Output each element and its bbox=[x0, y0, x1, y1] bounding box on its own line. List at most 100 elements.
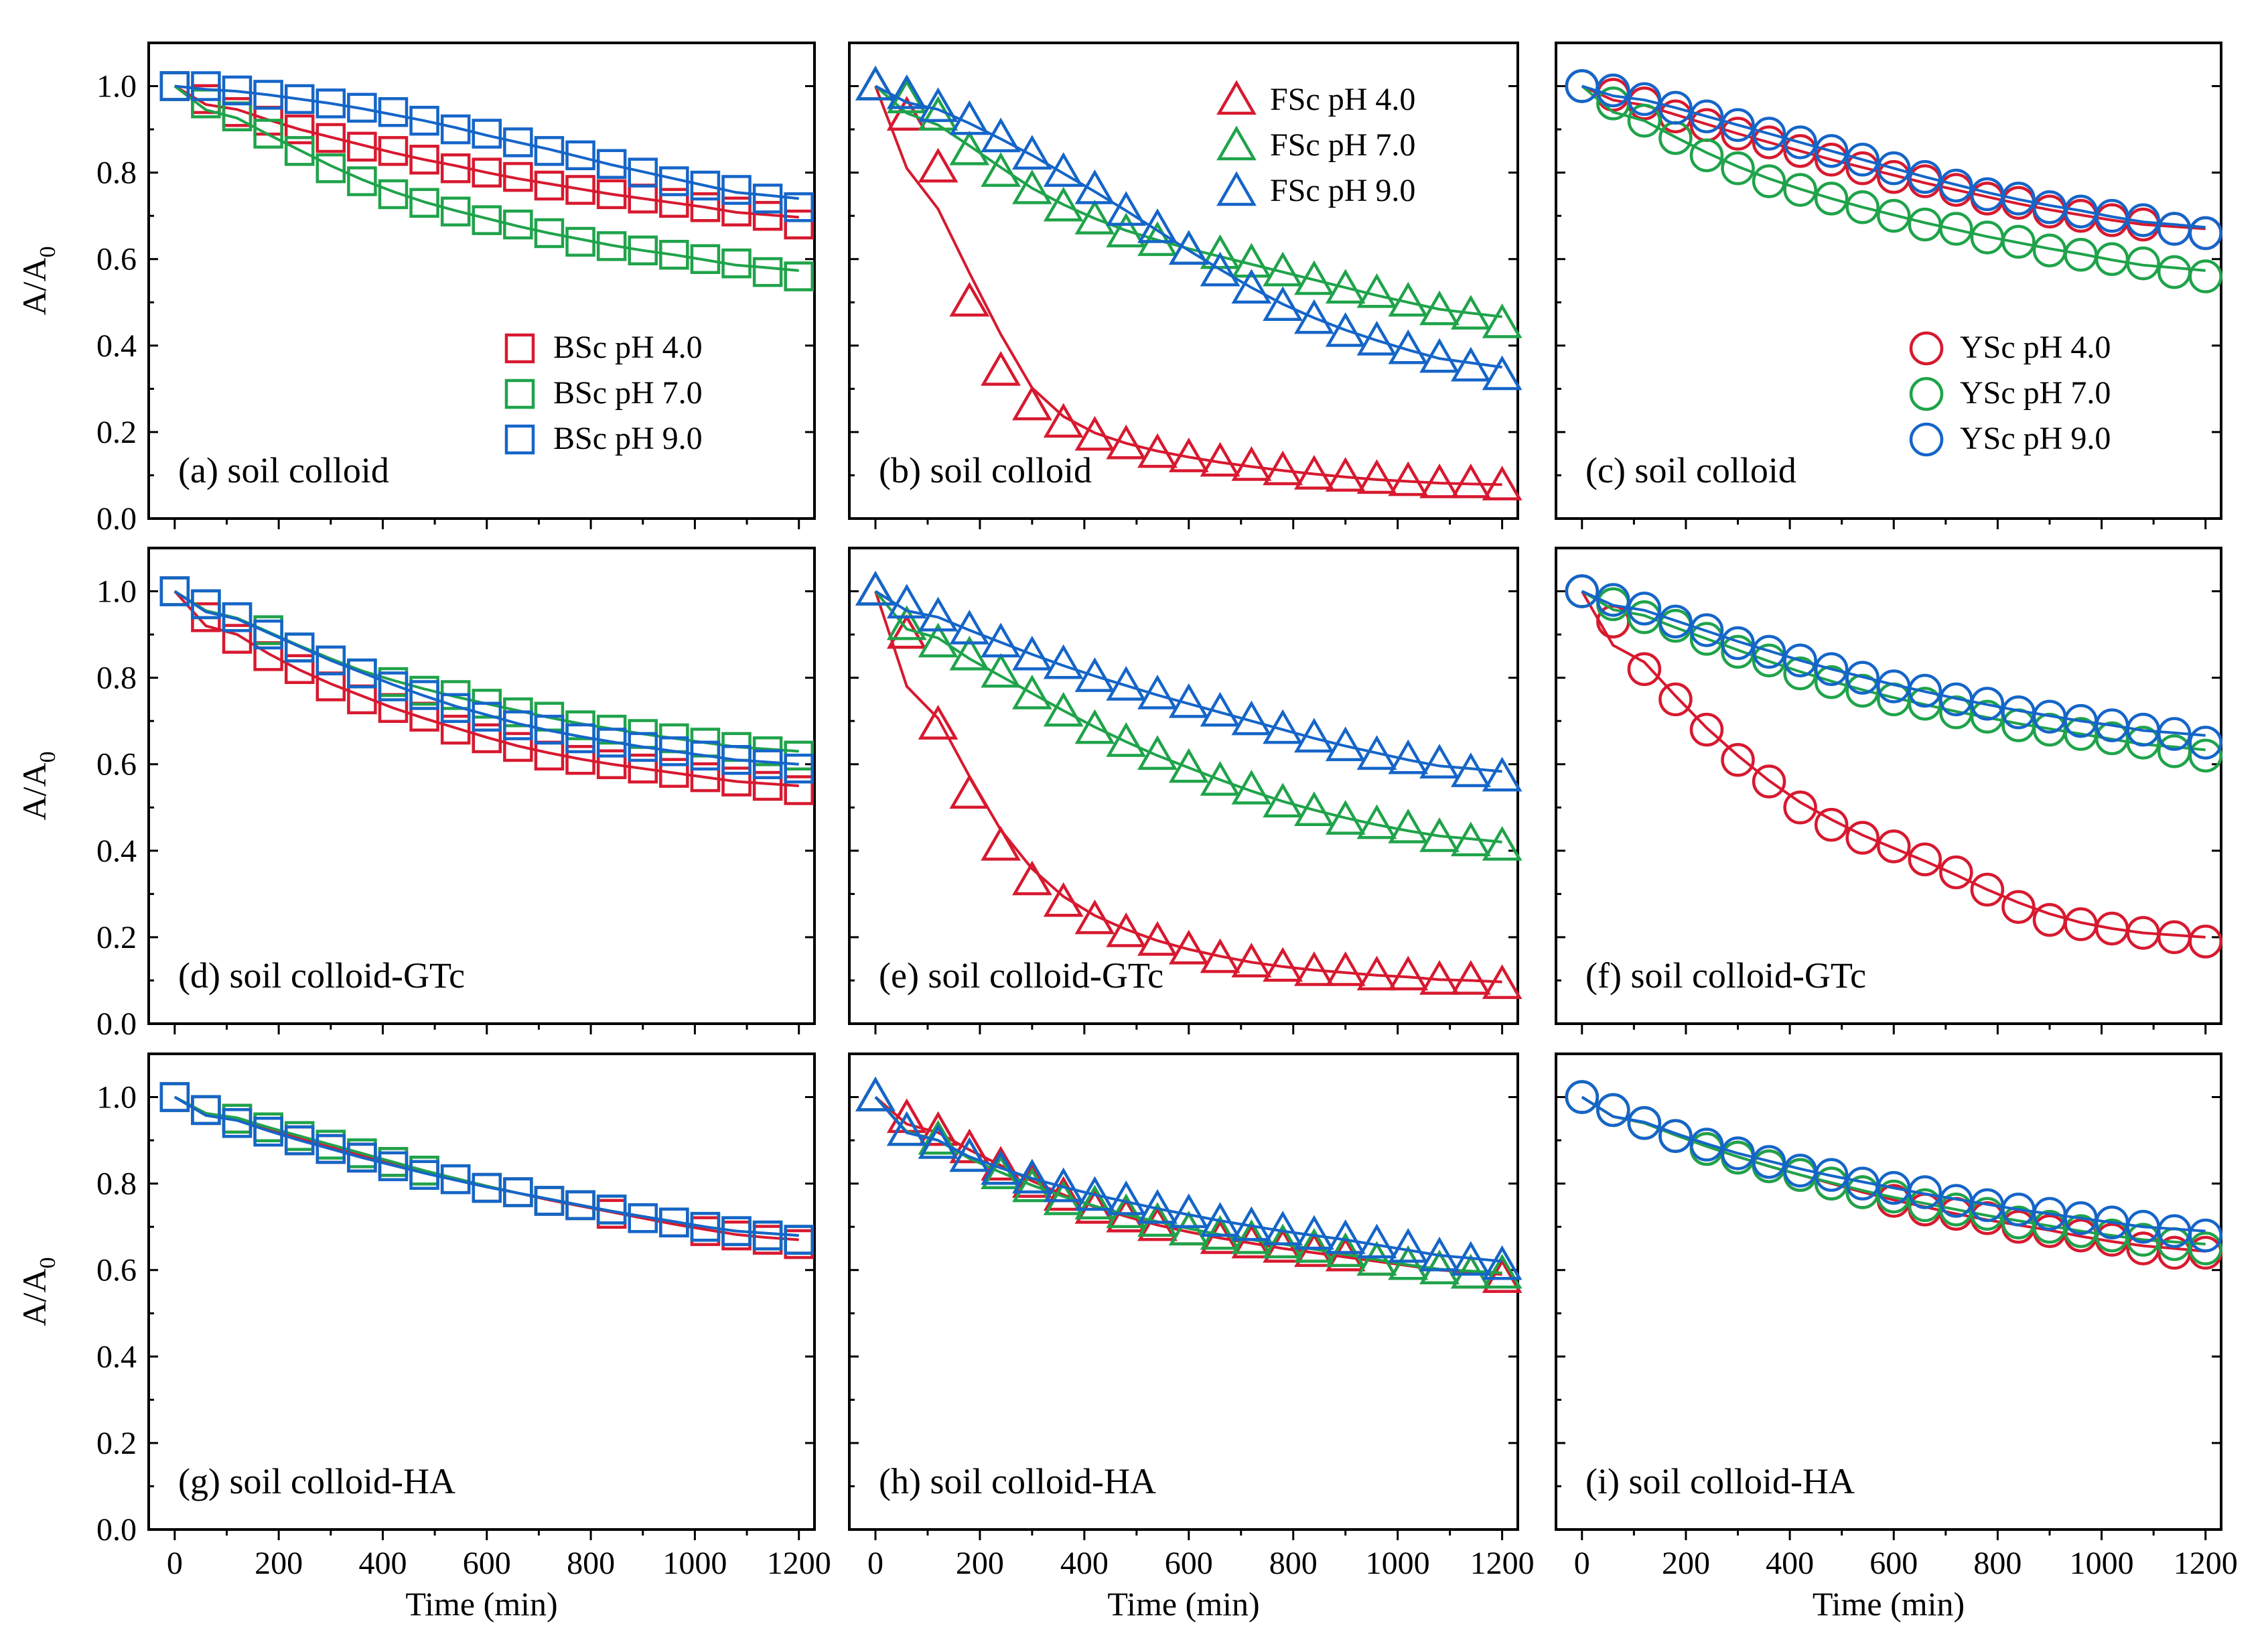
data-point-d-2 bbox=[409, 680, 439, 710]
data-point-g-2 bbox=[596, 1195, 627, 1225]
data-point-h-0 bbox=[1482, 1258, 1522, 1293]
data-point-c-2 bbox=[1596, 73, 1630, 108]
data-point-h-2 bbox=[1043, 1167, 1084, 1203]
y-tick-label: 1.0 bbox=[96, 574, 137, 610]
data-point-i-2 bbox=[1752, 1145, 1786, 1179]
data-point-a-2 bbox=[752, 184, 783, 214]
data-point-a-0 bbox=[315, 123, 346, 153]
data-point-b-1 bbox=[1106, 212, 1147, 248]
data-point-b-1 bbox=[1043, 186, 1084, 222]
data-point-e-1 bbox=[1137, 735, 1178, 770]
data-point-b-0 bbox=[886, 96, 927, 131]
data-point-b-0 bbox=[1106, 424, 1147, 460]
data-point-d-2 bbox=[347, 658, 377, 689]
data-point-e-1 bbox=[1325, 800, 1366, 835]
data-point-h-2 bbox=[1137, 1188, 1178, 1224]
data-point-g-2 bbox=[503, 1177, 533, 1207]
panel-i: 0 200 400 600 800 1000 1200 Time (min) (i) soil … bbox=[1555, 1052, 2238, 1623]
data-point-g-2 bbox=[253, 1116, 283, 1147]
data-point-e-0 bbox=[1011, 860, 1052, 896]
panel-label: (a) soil colloid bbox=[178, 450, 389, 490]
legend-label: YSc pH 7.0 bbox=[1960, 375, 2111, 411]
data-point-c-1 bbox=[1689, 138, 1724, 173]
data-point-e-0 bbox=[1450, 959, 1491, 995]
data-point-d-0 bbox=[596, 749, 627, 779]
data-point-e-1 bbox=[1200, 761, 1241, 796]
x-tick-label: 0 bbox=[867, 1546, 883, 1581]
data-point-a-1 bbox=[472, 205, 502, 235]
data-point-c-2 bbox=[2188, 216, 2222, 251]
data-point-d-0 bbox=[752, 770, 783, 801]
panel-e: (e) soil colloid-GTc bbox=[848, 547, 1522, 1034]
data-point-h-2 bbox=[949, 1137, 990, 1172]
panel-d: 0.0 0.2 0.4 0.6 0.8 1.0 A/A0 (d) soil colloid-G… bbox=[15, 547, 816, 1042]
plot-frame bbox=[848, 1052, 1519, 1531]
x-axis-title: Time (min) bbox=[1107, 1585, 1259, 1623]
fit-line-i-2 bbox=[1581, 1095, 2206, 1233]
data-point-e-2 bbox=[1168, 683, 1209, 718]
data-point-h-1 bbox=[1263, 1223, 1303, 1259]
y-axis-title: A/A0 bbox=[15, 246, 60, 315]
data-point-c-2 bbox=[1814, 134, 1849, 168]
data-point-e-2 bbox=[1482, 756, 1522, 792]
data-point-a-2 bbox=[472, 119, 502, 149]
data-point-h-2 bbox=[886, 1111, 927, 1146]
x-tick-label: 400 bbox=[358, 1546, 407, 1581]
data-point-h-1 bbox=[1137, 1202, 1178, 1237]
data-point-c-2 bbox=[1939, 168, 1973, 203]
data-point-d-2 bbox=[503, 710, 533, 740]
data-point-e-2 bbox=[1200, 691, 1241, 727]
x-tick-label: 1000 bbox=[1366, 1546, 1430, 1581]
panel-a: 0.0 0.2 0.4 0.6 0.8 1.0 A/A0 (a) soil colloid BS… bbox=[15, 42, 816, 537]
data-point-a-1 bbox=[628, 235, 658, 266]
data-point-b-1 bbox=[1294, 260, 1334, 295]
data-point-i-1 bbox=[2188, 1231, 2222, 1266]
data-point-c-1 bbox=[1939, 212, 1973, 246]
data-point-d-2 bbox=[378, 671, 409, 701]
data-point-a-2 bbox=[347, 92, 377, 123]
data-point-e-1 bbox=[1450, 821, 1491, 857]
data-point-g-2 bbox=[222, 1108, 253, 1138]
data-point-h-0 bbox=[918, 1111, 959, 1146]
y-tick-label: 0.8 bbox=[96, 155, 137, 191]
data-point-b-2 bbox=[1388, 329, 1429, 364]
y-axis-title-sub: 0 bbox=[36, 246, 60, 257]
data-point-e-0 bbox=[1168, 929, 1209, 965]
data-point-g-2 bbox=[378, 1151, 409, 1182]
data-point-b-0 bbox=[1263, 450, 1303, 486]
data-point-h-1 bbox=[1450, 1253, 1491, 1289]
data-point-a-2 bbox=[315, 88, 346, 119]
data-point-a-0 bbox=[472, 157, 502, 188]
panel-label: (h) soil colloid-HA bbox=[879, 1461, 1156, 1501]
data-point-c-2 bbox=[2001, 182, 2036, 216]
data-point-g-2 bbox=[284, 1125, 315, 1156]
legend-marker bbox=[504, 379, 535, 409]
data-point-b-1 bbox=[1200, 234, 1241, 269]
data-point-d-0 bbox=[659, 758, 689, 788]
data-point-f-0 bbox=[1721, 743, 1755, 777]
data-point-f-0 bbox=[1970, 872, 2005, 907]
panel-label: (g) soil colloid-HA bbox=[178, 1461, 455, 1501]
data-point-a-1 bbox=[659, 240, 689, 270]
data-point-b-2 bbox=[981, 117, 1021, 153]
y-tick-label: 0.4 bbox=[96, 328, 137, 364]
data-point-h-1 bbox=[855, 1077, 896, 1111]
data-point-e-1 bbox=[1074, 709, 1115, 744]
y-tick-label: 0.4 bbox=[96, 1339, 137, 1375]
data-point-e-1 bbox=[1043, 691, 1084, 727]
data-point-b-0 bbox=[1074, 415, 1115, 451]
data-point-f-1 bbox=[2126, 726, 2160, 760]
x-tick-label: 0 bbox=[1574, 1546, 1590, 1581]
data-point-h-2 bbox=[1388, 1227, 1429, 1263]
data-point-a-2 bbox=[659, 166, 689, 196]
panel-b: (b) soil colloid FSc pH 4.0 FSc pH 7.0 FSc … bbox=[848, 42, 1522, 529]
data-point-b-2 bbox=[1325, 312, 1366, 347]
fit-line-d-2 bbox=[173, 590, 799, 766]
data-point-a-1 bbox=[565, 226, 595, 257]
y-axis-title-main: A/A bbox=[15, 1268, 53, 1326]
data-point-a-1 bbox=[347, 166, 377, 196]
legend-label: FSc pH 7.0 bbox=[1270, 127, 1415, 163]
plot-frame bbox=[147, 42, 816, 520]
y-axis-title-main: A/A bbox=[15, 762, 53, 820]
data-point-e-0 bbox=[1325, 951, 1366, 986]
